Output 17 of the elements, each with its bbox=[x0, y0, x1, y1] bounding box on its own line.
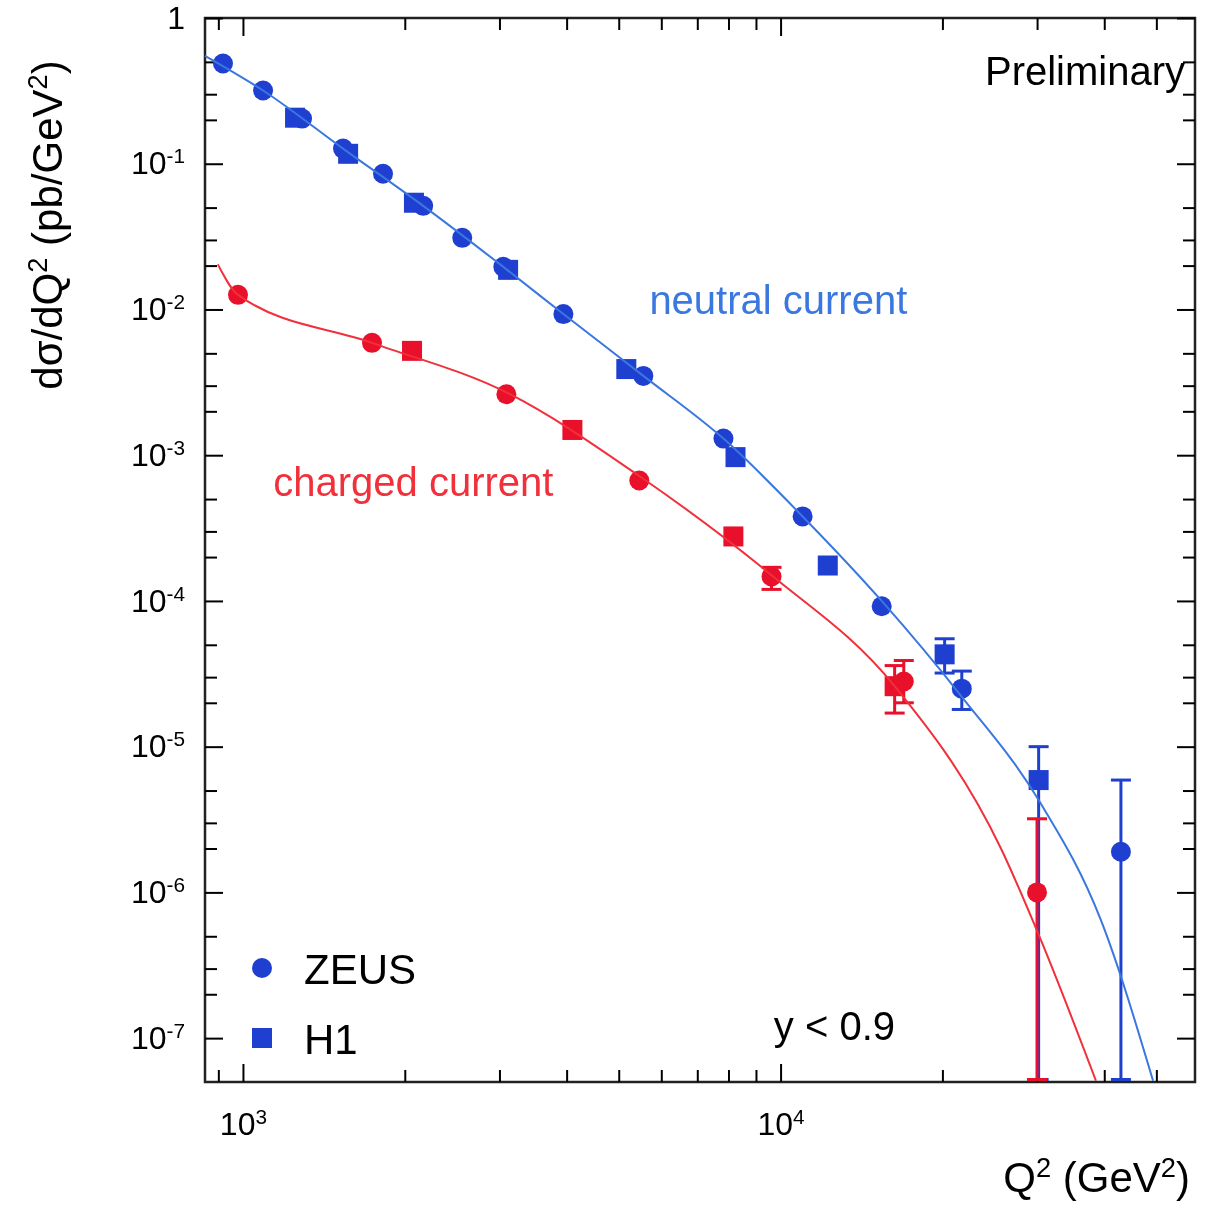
y-tick-label: 10$^{-2}$ bbox=[130, 289, 185, 328]
x-tick-label: 10$^{3}$ bbox=[219, 1104, 268, 1142]
annotation: y < 0.9 bbox=[773, 1004, 895, 1048]
series-label: neutral current bbox=[649, 277, 908, 322]
x-axis-title: Q$^{2}$ (GeV$^{2}$) bbox=[1003, 1151, 1190, 1201]
series-label: charged current bbox=[273, 460, 554, 505]
y-tick-label: 10$^{-4}$ bbox=[130, 581, 185, 619]
legend-label: H1 bbox=[304, 1016, 358, 1063]
y-tick-label: 10$^{-5}$ bbox=[130, 726, 185, 765]
annotation: Preliminary bbox=[984, 49, 1185, 93]
y-tick-label: 10$^{-7}$ bbox=[130, 1018, 185, 1056]
y-tick-label: 10$^{-3}$ bbox=[130, 435, 185, 473]
y-tick-label: 10$^{-6}$ bbox=[130, 872, 185, 911]
y-tick-label: 10$^{-1}$ bbox=[130, 143, 185, 182]
legend-label: ZEUS bbox=[304, 946, 417, 993]
y-tick-label: 1 bbox=[167, 0, 185, 36]
x-tick-label: 10$^{4}$ bbox=[757, 1104, 805, 1142]
